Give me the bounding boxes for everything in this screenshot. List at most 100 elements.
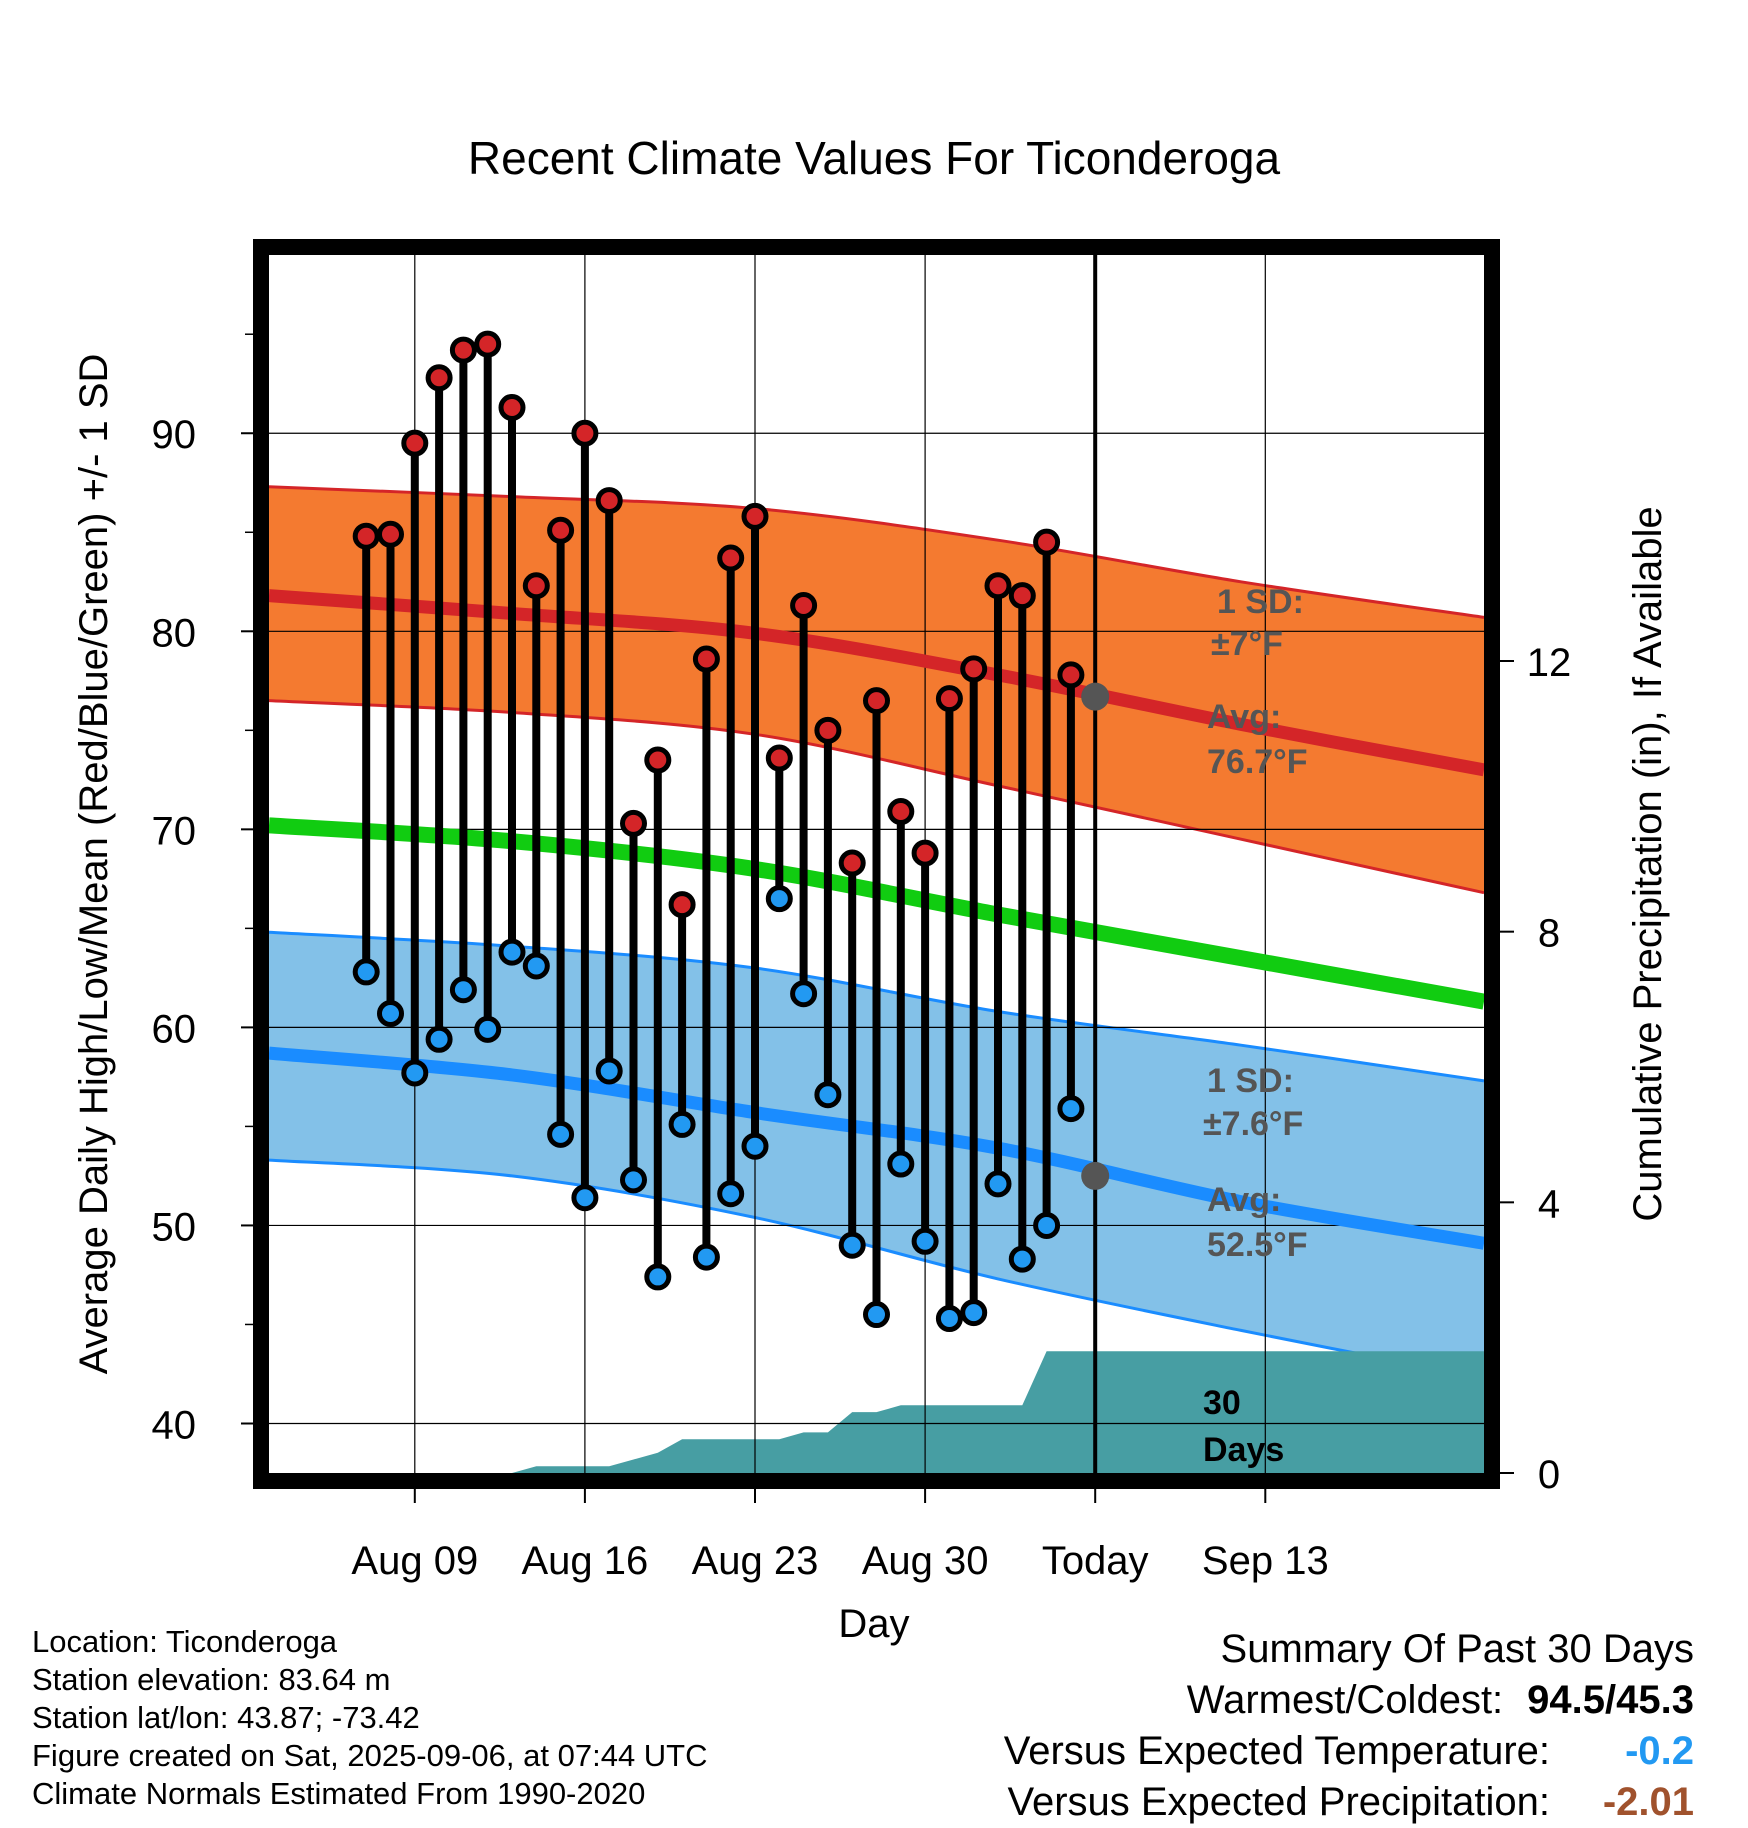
y-tick-label: 80 <box>152 611 197 655</box>
obs-low-point <box>717 1180 745 1208</box>
chart-title: Recent Climate Values For Ticonderoga <box>468 132 1281 184</box>
normal-high-line <box>268 589 1486 777</box>
obs-high-point <box>498 393 526 421</box>
obs-high-point <box>1033 528 1061 556</box>
summary-panel: Summary Of Past 30 Days Warmest/Coldest:… <box>1004 1624 1694 1828</box>
obs-high-point <box>838 849 866 877</box>
high-sd-label: 1 SD: <box>1217 583 1304 621</box>
y-tick-label: 90 <box>152 413 197 457</box>
obs-high-point <box>814 716 842 744</box>
obs-low-point <box>960 1299 988 1327</box>
x-axis-label: Day <box>838 1602 909 1646</box>
obs-high-point <box>644 746 672 774</box>
obs-high-point <box>595 487 623 515</box>
high-avg-label: Avg: <box>1207 698 1281 736</box>
obs-high-point <box>911 839 939 867</box>
today-high-avg-marker <box>1081 682 1110 711</box>
obs-low-point <box>595 1057 623 1085</box>
obs-low-point <box>692 1243 720 1271</box>
obs-high-point <box>547 516 575 544</box>
temp-label: Versus Expected Temperature: <box>1003 1729 1550 1773</box>
precip-value: -2.01 <box>1602 1780 1694 1824</box>
obs-low-point <box>741 1132 769 1160</box>
low-avg-label: Avg: <box>1207 1181 1281 1219</box>
obs-low-point <box>352 958 380 986</box>
info-elevation: Station elevation: 83.64 m <box>32 1662 391 1697</box>
obs-low-point <box>401 1059 429 1087</box>
obs-high-point <box>692 645 720 673</box>
x-tick-label: Aug 23 <box>692 1539 819 1583</box>
obs-low-point <box>935 1305 963 1333</box>
obs-high-point <box>668 891 696 919</box>
obs-low-point <box>1057 1095 1085 1123</box>
x-tick-label: Aug 30 <box>862 1539 989 1583</box>
obs-low-point <box>449 976 477 1004</box>
summary-title: Summary Of Past 30 Days <box>1220 1627 1694 1671</box>
obs-low-point <box>377 1000 404 1028</box>
annotations-layer: 1 SD: ±7°F Avg: 76.7°F 1 SD: ±7.6°F Avg:… <box>1203 583 1308 1469</box>
y2-tick-label: 4 <box>1538 1182 1560 1226</box>
x-tick-label: Sep 13 <box>1202 1539 1329 1583</box>
obs-low-point <box>620 1166 647 1194</box>
info-location: Location: Ticonderoga <box>32 1624 338 1659</box>
obs-high-point <box>717 544 745 572</box>
precip-days-label-2: Days <box>1203 1431 1284 1469</box>
obs-low-point <box>571 1184 599 1212</box>
y2-tick-label: 12 <box>1527 641 1572 685</box>
temp-value: -0.2 <box>1625 1729 1694 1773</box>
precip-area <box>269 1351 1484 1473</box>
obs-low-point <box>838 1231 866 1259</box>
axes-layer: 40 50 60 70 80 90 0 4 8 12 Aug 09 Aug 16 Aug 23 Aug 3… <box>152 333 1572 1583</box>
obs-low-point <box>911 1227 939 1255</box>
obs-high-point <box>984 572 1012 600</box>
x-tick-label: Aug 16 <box>522 1539 649 1583</box>
low-sd-label: 1 SD: <box>1207 1062 1294 1100</box>
obs-high-point <box>401 429 429 457</box>
obs-high-point <box>935 685 963 713</box>
obs-high-point <box>620 809 647 837</box>
summary-temp: Versus Expected Temperature: -0.2 <box>1004 1726 1694 1777</box>
y-tick-label: 60 <box>152 1007 197 1051</box>
precip-label: Versus Expected Precipitation: <box>1007 1780 1550 1824</box>
observations-layer <box>352 330 1085 1333</box>
obs-low-point <box>522 952 550 980</box>
obs-low-point <box>765 885 793 913</box>
obs-high-point <box>863 687 890 715</box>
obs-low-point <box>887 1150 915 1178</box>
obs-low-point <box>863 1301 890 1329</box>
x-tick-label: Today <box>1042 1539 1149 1583</box>
obs-low-point <box>474 1015 502 1043</box>
y-tick-label: 70 <box>152 809 197 853</box>
obs-low-point <box>547 1120 575 1148</box>
obs-high-point <box>352 522 380 550</box>
high-sd-upper-edge <box>268 485 1485 619</box>
y2-tick-label: 0 <box>1538 1453 1560 1497</box>
info-latlon: Station lat/lon: 43.87; -73.42 <box>32 1700 420 1735</box>
obs-high-point <box>449 336 477 364</box>
summary-warm-cold: Warmest/Coldest: 94.5/45.3 <box>1004 1675 1694 1726</box>
obs-low-point <box>814 1081 842 1109</box>
low-sd-value: ±7.6°F <box>1203 1105 1303 1143</box>
obs-high-point <box>741 502 769 530</box>
obs-low-point <box>1033 1211 1061 1239</box>
obs-high-point <box>1057 661 1085 689</box>
y-tick-label: 40 <box>152 1403 197 1447</box>
plot-frame <box>253 239 1500 1489</box>
warm-cold-value: 94.5/45.3 <box>1527 1678 1694 1722</box>
obs-high-point <box>887 798 915 826</box>
obs-high-point <box>377 520 404 548</box>
obs-low-point <box>644 1263 672 1291</box>
obs-low-point <box>668 1110 696 1138</box>
obs-high-point <box>571 419 599 447</box>
plot-area <box>268 249 1486 1473</box>
info-created: Figure created on Sat, 2025-09-06, at 07… <box>32 1738 708 1773</box>
x-tick-label: Aug 09 <box>351 1539 478 1583</box>
obs-low-point <box>984 1170 1012 1198</box>
obs-low-point <box>498 938 526 966</box>
station-info: Location: Ticonderoga Station elevation:… <box>32 1623 708 1813</box>
obs-high-point <box>765 744 793 772</box>
obs-low-point <box>1008 1245 1036 1273</box>
info-normals: Climate Normals Estimated From 1990-2020 <box>32 1776 646 1811</box>
obs-high-point <box>522 572 550 600</box>
